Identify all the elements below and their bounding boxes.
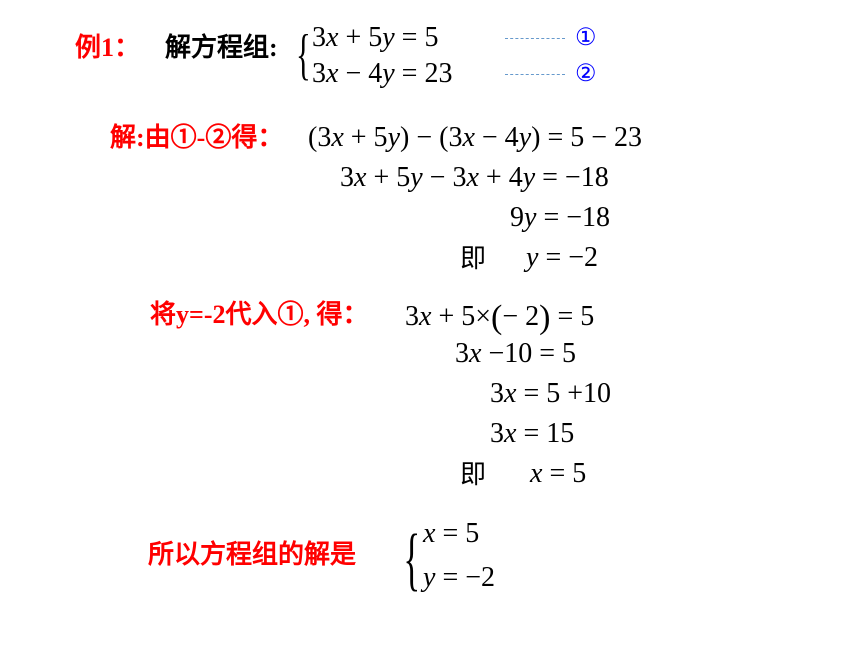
- step1-eqD-pre: 即: [460, 246, 486, 272]
- step1-eqD: y = −2: [526, 244, 598, 272]
- solution-brace-icon: {: [403, 525, 420, 595]
- example-label: 例1：: [75, 35, 140, 61]
- math-worked-example: 例1： 解方程组: { 3x + 5y = 5 3x − 4y = 23 ① ②…: [0, 0, 860, 645]
- step2-eqC: 3x = 5 +10: [490, 380, 611, 408]
- step2-eqB: 3x −10 = 5: [455, 340, 576, 368]
- step1-eqA: (3x + 5y) − (3x − 4y) = 5 − 23: [308, 124, 642, 152]
- conclusion-label: 所以方程组的解是: [148, 542, 356, 568]
- step1-label: 解:由①-②得：: [110, 125, 283, 151]
- system-eq1: 3x + 5y = 5: [312, 24, 438, 52]
- prompt: 解方程组:: [165, 35, 278, 61]
- mark-2: ②: [575, 62, 597, 86]
- step2-eqA: 3x + 5×(− 2) = 5: [405, 298, 594, 332]
- step1-eqC: 9y = −18: [510, 204, 610, 232]
- mark-1: ①: [575, 26, 597, 50]
- dash-line-1: [505, 38, 565, 39]
- step2-eqE: x = 5: [530, 460, 586, 488]
- dash-line-2: [505, 74, 565, 75]
- step2-eqD: 3x = 15: [490, 420, 574, 448]
- solution-x: x = 5: [423, 520, 479, 548]
- step2-label: 将y=-2代入①, 得：: [150, 302, 368, 328]
- system-brace-icon: {: [296, 27, 311, 83]
- step1-eqB: 3x + 5y − 3x + 4y = −18: [340, 164, 609, 192]
- system-eq2: 3x − 4y = 23: [312, 60, 452, 88]
- solution-y: y = −2: [423, 564, 495, 592]
- step2-eqE-pre: 即: [460, 462, 486, 488]
